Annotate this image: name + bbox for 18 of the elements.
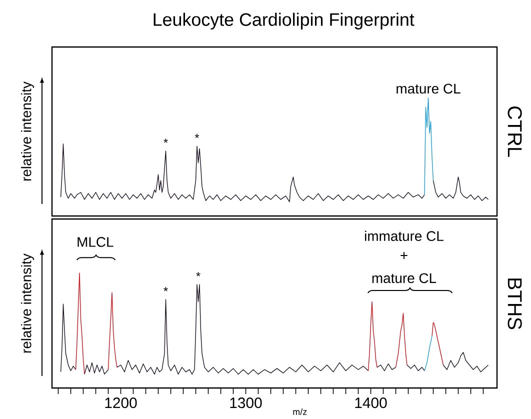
annotation: *	[164, 287, 168, 292]
text: +	[400, 252, 408, 259]
x-tick-label: 1200	[105, 398, 137, 408]
annotation: *	[196, 272, 200, 276]
text: immature CL	[365, 230, 444, 242]
annotation: *	[194, 134, 200, 138]
annotation: *	[164, 138, 168, 143]
annotation: mature CL	[396, 84, 460, 94]
annotation: mature CL	[372, 273, 436, 284]
chart-title: Leukocyte Cardiolipin Fingerprint	[154, 12, 414, 30]
y-axis-title: relative intensity	[21, 82, 34, 181]
x-axis-title: m/z	[293, 408, 307, 416]
text: CTRL	[508, 106, 522, 157]
text: BTHS	[508, 278, 522, 330]
x-tick-label: 1300	[230, 398, 262, 408]
text: MLCL	[78, 237, 114, 247]
y-axis-title: relative intensity	[21, 254, 34, 353]
x-tick-label: 1400	[355, 398, 387, 408]
